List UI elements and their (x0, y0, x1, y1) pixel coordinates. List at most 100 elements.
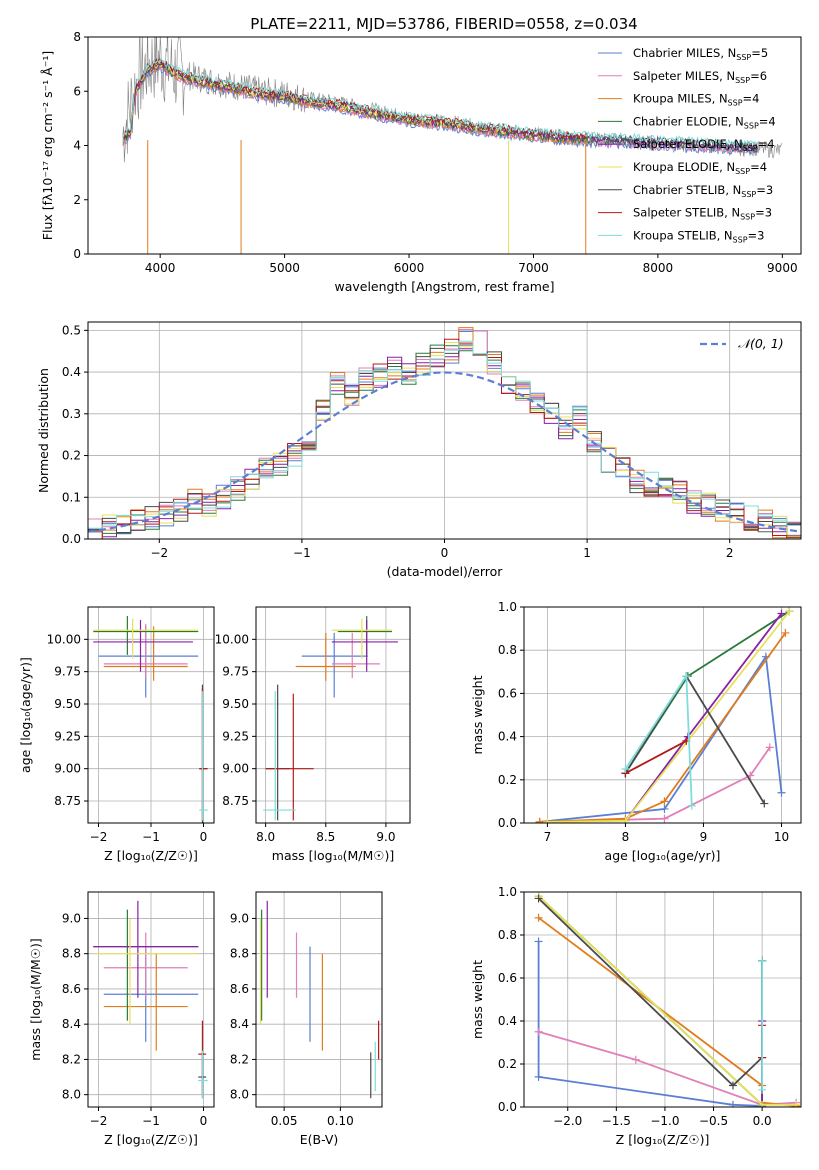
y-tick-label: 0.6 (498, 971, 517, 985)
legend-nssp: =3 (748, 228, 765, 242)
y-tick-label: 10.00 (47, 632, 81, 646)
legend-nssp: =3 (755, 206, 772, 220)
y-tick-label: 9.50 (54, 697, 81, 711)
y-tick-label: 0.2 (498, 1057, 517, 1071)
x-axis-label: wavelength [Angstrom, rest frame] (334, 279, 554, 294)
legend-name: Chabrier ELODIE, N (633, 114, 744, 128)
y-tick-label: 8.0 (62, 1088, 81, 1102)
plot-area (93, 616, 208, 823)
y-tick-label: 9.25 (54, 729, 81, 743)
y-tick-label: 0.8 (498, 643, 517, 657)
axes-frame (255, 891, 383, 1108)
x-tick-label: −1.0 (650, 1114, 679, 1128)
mass-weight-line (539, 632, 787, 823)
legend-label: Chabrier ELODIE, NSSP=4 (633, 114, 776, 130)
axes-frame (523, 606, 802, 824)
x-tick-label: 9 (700, 830, 708, 844)
normal-curve (88, 371, 801, 533)
legend-nssp: =4 (759, 114, 776, 128)
x-tick-label: 10 (774, 830, 789, 844)
x-tick-label: −2 (150, 546, 168, 560)
mass-weight-line (539, 654, 783, 823)
x-tick-label: 6000 (394, 261, 425, 275)
axes-frame (87, 891, 215, 1108)
y-tick-label: 8.2 (62, 1052, 81, 1066)
mass-weight-marker (534, 894, 543, 903)
mass-weight-marker (660, 797, 669, 806)
mass-weight-line (538, 1030, 797, 1106)
y-tick-label: 9.00 (54, 762, 81, 776)
legend-label: Kroupa ELODIE, NSSP=4 (633, 160, 767, 176)
x-tick-label: −2.0 (553, 1114, 582, 1128)
x-tick-label: −2 (90, 1114, 108, 1128)
y-tick-label: 0.2 (498, 773, 517, 787)
normal-legend-label: 𝒩(0, 1) (738, 336, 784, 351)
panel-mass-vs-ebv: 0.05 0.10 8.0 8.2 8.4 8.6 8.8 9.0 E(B-V) (230, 891, 383, 1147)
legend-sub: SSP (741, 190, 756, 199)
mass-weight-marker (785, 607, 794, 616)
y-tick-label: 2 (73, 193, 81, 207)
legend-sub: SSP (740, 213, 755, 222)
x-tick-label: 0.0 (753, 1114, 772, 1128)
y-tick-label: 9.00 (222, 762, 249, 776)
y-tick-label: 0.4 (62, 365, 81, 379)
mass-weight-marker (758, 956, 767, 965)
x-tick-label: 0 (200, 830, 208, 844)
x-tick-label: 7000 (518, 261, 549, 275)
y-tick-label: 8.75 (222, 794, 249, 808)
mass-weight-marker (728, 1081, 737, 1090)
mass-weight-marker (535, 817, 544, 823)
x-tick-label: −1 (293, 546, 311, 560)
y-tick-label: 0.4 (498, 1014, 517, 1028)
x-tick-label: 8000 (643, 261, 674, 275)
mass-weight-marker (621, 816, 630, 823)
x-axis-label: Z [log₁₀(Z/Z☉)] (104, 848, 198, 863)
legend-sub: SSP (735, 167, 750, 176)
legend-name: Kroupa MILES, N (633, 92, 728, 106)
legend-nssp: =4 (743, 92, 760, 106)
legend-sub: SSP (736, 53, 751, 62)
legend-label: Chabrier MILES, NSSP=5 (633, 46, 768, 62)
legend-sub: SSP (733, 235, 748, 244)
y-tick-label: 8.8 (230, 947, 249, 961)
mass-weight-marker (781, 628, 790, 637)
x-axis-label: mass [log₁₀(M/M☉)] (272, 848, 394, 863)
y-tick-label: 8.4 (62, 1017, 81, 1031)
x-tick-label: 5000 (269, 261, 300, 275)
mass-weight-marker (660, 814, 669, 823)
legend-nssp: =5 (751, 46, 768, 60)
y-axis-label: Flux [fλ10⁻¹⁷ erg cm⁻² s⁻¹ Å⁻¹] (40, 51, 55, 240)
y-axis-label: mass weight (470, 960, 485, 1039)
mass-weight-marker (777, 788, 786, 797)
panel-residuals: −2 −1 0 1 2 0.0 0.1 0.2 0.3 0.4 0.5 (data-model)/er… (36, 321, 802, 579)
mass-weight-marker (760, 799, 769, 808)
x-tick-label: 9000 (767, 261, 798, 275)
legend-name: Salpeter MILES, N (633, 69, 735, 83)
x-axis-label: Z [log₁₀(Z/Z☉)] (616, 1132, 710, 1147)
plot-area (122, 37, 783, 254)
x-tick-label: 2 (726, 546, 734, 560)
y-tick-label: 9.0 (230, 911, 249, 925)
y-tick-label: 8.6 (62, 982, 81, 996)
panel-age-vs-Z: −2 −1 0 8.75 9.00 9.25 9.50 9.75 10.00 Z [log₁₀(Z… (18, 606, 215, 863)
y-tick-label: 0.0 (62, 532, 81, 546)
plot-area (535, 607, 794, 823)
y-axis-label: age [log₁₀(age/yr)] (18, 657, 33, 773)
y-tick-label: 0.0 (498, 816, 517, 830)
axes-frame (87, 36, 802, 255)
axes-frame (87, 321, 802, 540)
legend-label: Salpeter ELODIE, NSSP=4 (633, 137, 775, 153)
y-tick-label: 8.75 (54, 794, 81, 808)
x-tick-label: 4000 (145, 261, 176, 275)
mass-weight-marker (534, 1027, 543, 1036)
mass-weight-marker (777, 609, 786, 618)
mass-weight-marker (621, 765, 630, 773)
panel-massweight-vs-Z: −2.0 −1.5 −1.0 −0.5 0.0 0.0 0.2 0.4 0.6 0.8 1.0 Z [… (470, 885, 802, 1147)
plot-area (93, 900, 208, 1099)
legend-name: Kroupa STELIB, N (633, 228, 733, 242)
axes-frame (255, 606, 411, 824)
legend-nssp: =6 (750, 69, 767, 83)
y-tick-label: 8.0 (230, 1088, 249, 1102)
y-tick-label: 8.4 (230, 1017, 249, 1031)
y-tick-label: 0.4 (498, 730, 517, 744)
